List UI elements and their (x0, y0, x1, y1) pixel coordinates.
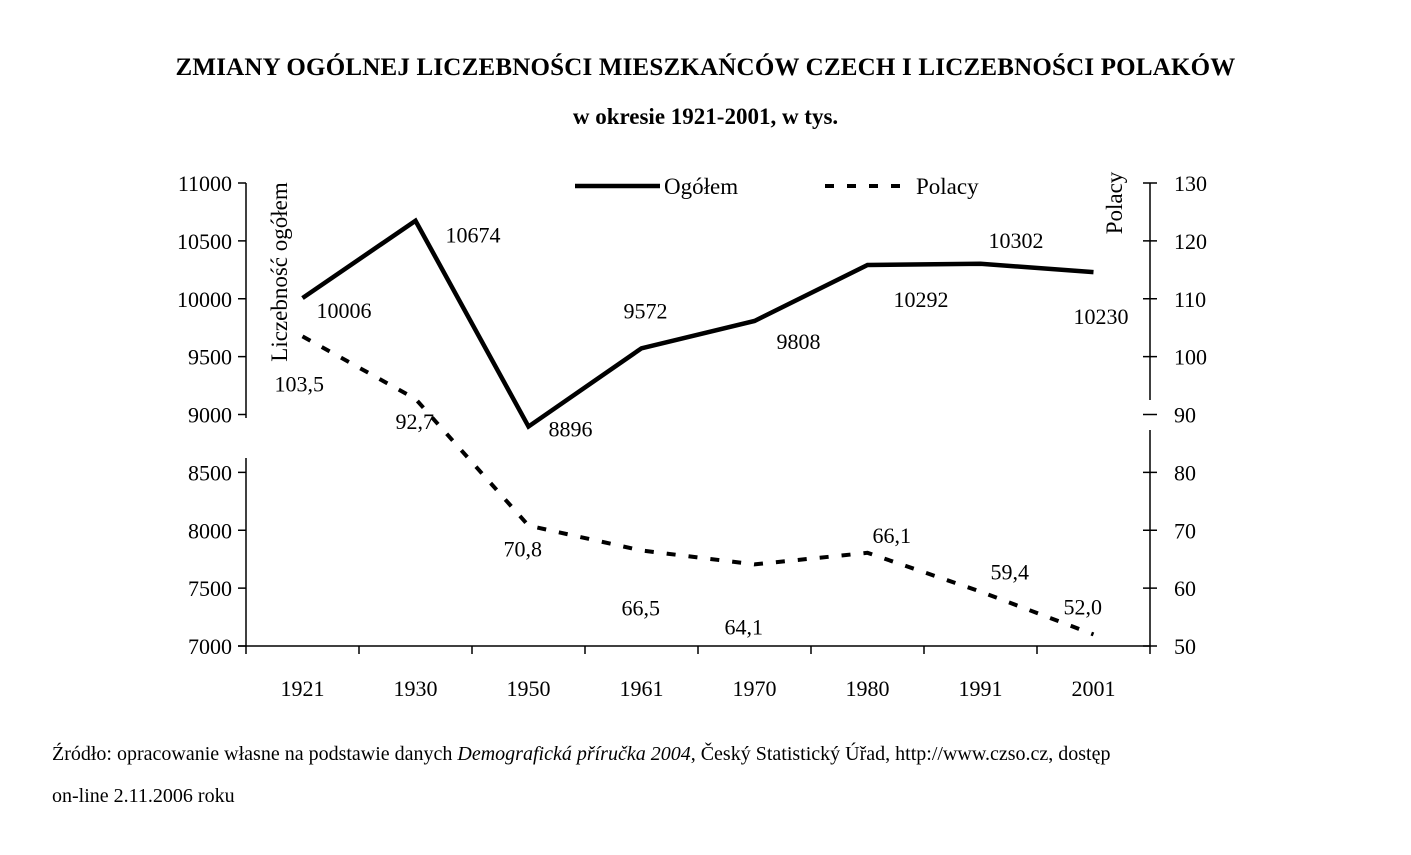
data-label-polacy: 66,1 (873, 523, 912, 548)
right-axis-tick-label: 130 (1174, 171, 1207, 196)
legend-label-ogolem: Ogółem (664, 174, 738, 199)
right-axis-tick-label: 60 (1174, 576, 1196, 601)
x-axis-tick-label: 1930 (394, 676, 438, 701)
data-label-ogolem: 10006 (317, 298, 372, 323)
right-axis-tick-label: 70 (1174, 518, 1196, 543)
left-axis-tick-label: 7000 (188, 634, 232, 659)
source-note-line2: on-line 2.11.2006 roku (52, 785, 235, 807)
series-line-ogolem (301, 217, 1094, 430)
left-axis-tick-label: 8500 (188, 460, 232, 485)
left-axis-tick-label: 10500 (177, 229, 232, 254)
x-axis-tick-label: 1980 (846, 676, 890, 701)
x-axis-tick-label: 1970 (733, 676, 777, 701)
data-label-ogolem: 8896 (549, 417, 593, 442)
right-axis-tick-label: 50 (1174, 634, 1196, 659)
data-label-polacy: 52,0 (1064, 594, 1103, 619)
data-label-polacy: 66,5 (622, 596, 661, 621)
right-axis-tick-label: 80 (1174, 460, 1196, 485)
data-label-polacy: 92,7 (396, 409, 435, 434)
source-prefix: Źródło: opracowanie własne na podstawie … (52, 743, 458, 765)
legend-label-polacy: Polacy (916, 174, 979, 199)
data-label-polacy: 59,4 (991, 560, 1030, 585)
left-axis-tick-label: 7500 (188, 576, 232, 601)
data-label-ogolem: 9808 (777, 329, 821, 354)
x-axis-tick-label: 1991 (959, 676, 1003, 701)
data-label-ogolem: 9572 (624, 298, 668, 323)
data-label-polacy: 64,1 (725, 614, 764, 639)
right-axis-tick-label: 120 (1174, 229, 1207, 254)
left-axis-tick-label: 9500 (188, 345, 232, 370)
left-axis-tick-label: 9000 (188, 403, 232, 428)
right-axis-tick-label: 110 (1174, 287, 1206, 312)
x-axis-tick-label: 1921 (281, 676, 325, 701)
x-axis-tick-label: 1961 (620, 676, 664, 701)
left-axis-tick-label: 10000 (177, 287, 232, 312)
source-suffix: , Český Statistický Úřad, http://www.czs… (690, 743, 1111, 765)
x-axis-tick-label: 2001 (1072, 676, 1116, 701)
right-axis-title: Polacy (1102, 171, 1127, 234)
chart-title: ZMIANY OGÓLNEJ LICZEBNOŚCI MIESZKAŃCÓW C… (175, 54, 1236, 81)
right-axis-tick-label: 90 (1174, 403, 1196, 428)
left-axis-title: Liczebność ogółem (267, 182, 292, 362)
source-publication: Demografická příručka 2004 (457, 743, 691, 765)
data-label-ogolem: 10230 (1074, 304, 1129, 329)
data-label-polacy: 70,8 (504, 537, 543, 562)
data-label-ogolem: 10302 (989, 228, 1044, 253)
series-line-polacy (301, 334, 1095, 637)
x-axis-tick-label: 1950 (507, 676, 551, 701)
line-chart: 7000 7500 8000 8500 9000 9500 10000 10500 11000 5… (177, 171, 1207, 701)
data-label-polacy: 103,5 (275, 371, 325, 396)
data-label-ogolem: 10674 (446, 223, 501, 248)
chart-subtitle: w okresie 1921-2001, w tys. (572, 104, 839, 129)
source-note: Źródło: opracowanie własne na podstawie … (52, 743, 1110, 766)
left-axis-tick-label: 8000 (188, 518, 232, 543)
data-label-ogolem: 10292 (894, 287, 949, 312)
left-axis-tick-label: 11000 (178, 171, 232, 196)
right-axis-tick-label: 100 (1174, 345, 1207, 370)
